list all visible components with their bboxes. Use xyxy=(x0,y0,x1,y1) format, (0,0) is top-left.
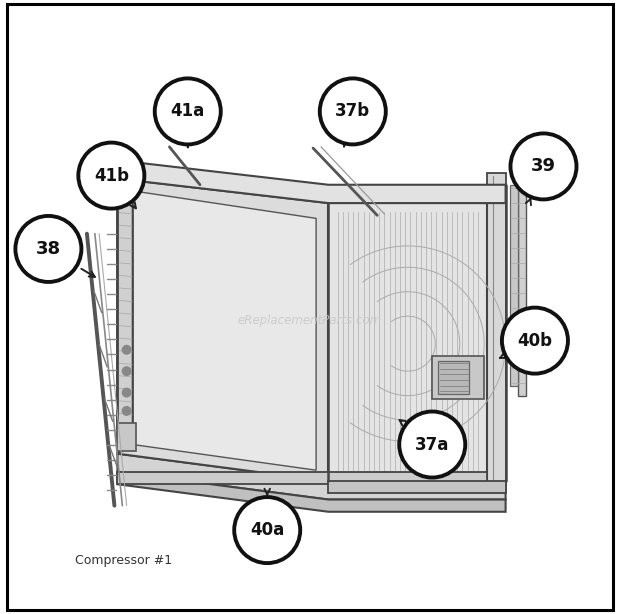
Circle shape xyxy=(78,142,144,209)
Text: 37b: 37b xyxy=(335,103,370,120)
Polygon shape xyxy=(117,423,136,451)
Text: 41b: 41b xyxy=(94,166,129,185)
Circle shape xyxy=(320,79,386,144)
Polygon shape xyxy=(432,356,484,398)
Circle shape xyxy=(234,497,300,563)
Circle shape xyxy=(510,133,577,200)
Text: 38: 38 xyxy=(36,240,61,258)
Circle shape xyxy=(155,79,221,144)
Circle shape xyxy=(502,308,568,374)
Polygon shape xyxy=(329,481,505,494)
Polygon shape xyxy=(117,472,505,511)
Polygon shape xyxy=(438,361,469,394)
Text: 40a: 40a xyxy=(250,521,285,539)
Circle shape xyxy=(122,388,131,397)
Polygon shape xyxy=(117,454,505,500)
Text: Compressor #1: Compressor #1 xyxy=(75,554,172,567)
Polygon shape xyxy=(117,179,133,454)
Polygon shape xyxy=(117,160,505,203)
Polygon shape xyxy=(487,173,505,484)
Text: 41a: 41a xyxy=(170,103,205,120)
Text: eReplacementParts.com: eReplacementParts.com xyxy=(238,314,382,327)
Polygon shape xyxy=(133,191,316,470)
Polygon shape xyxy=(329,203,487,481)
Polygon shape xyxy=(117,472,487,484)
Text: 39: 39 xyxy=(531,157,556,176)
Polygon shape xyxy=(510,185,518,386)
Polygon shape xyxy=(518,176,526,395)
Circle shape xyxy=(122,406,131,415)
Text: 37a: 37a xyxy=(415,435,450,454)
Circle shape xyxy=(399,411,465,478)
Polygon shape xyxy=(117,179,329,481)
Circle shape xyxy=(122,367,131,375)
Circle shape xyxy=(16,216,81,282)
Text: 40b: 40b xyxy=(518,332,552,349)
Circle shape xyxy=(122,346,131,354)
